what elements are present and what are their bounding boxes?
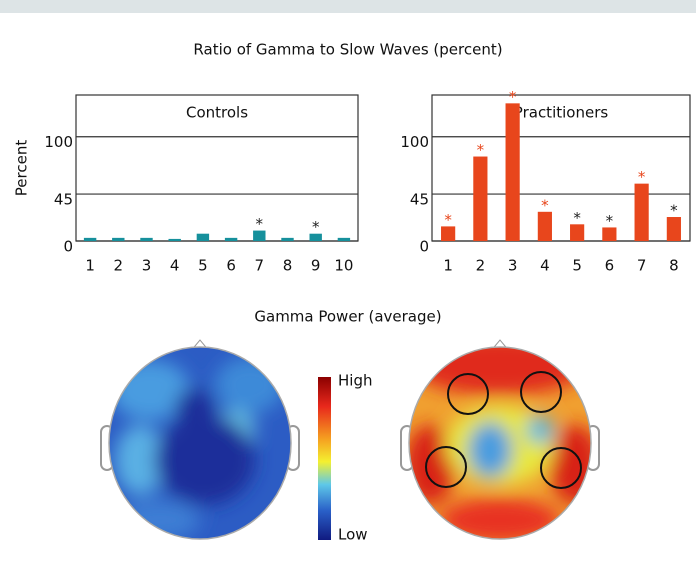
bar <box>441 226 456 241</box>
bar <box>253 230 266 241</box>
bar <box>224 237 238 241</box>
x-tick-label: 2 <box>476 257 486 275</box>
bar <box>309 233 322 241</box>
bar <box>602 227 617 241</box>
map-title: Gamma Power (average) <box>254 308 441 326</box>
x-tick-label: 4 <box>170 257 180 275</box>
significance-marker: * <box>541 196 549 214</box>
x-tick-label: 3 <box>508 257 518 275</box>
significance-marker: * <box>256 215 264 233</box>
x-tick-label: 2 <box>114 257 124 275</box>
x-tick-label: 8 <box>669 257 679 275</box>
x-tick-label: 6 <box>605 257 615 275</box>
x-tick-label: 1 <box>443 257 453 275</box>
bar <box>281 237 294 241</box>
colorbar-low: Low <box>338 526 368 544</box>
x-tick-label: 6 <box>226 257 236 275</box>
bar <box>112 237 125 241</box>
y-tick-label: 0 <box>63 238 73 256</box>
colorbar-high: High <box>338 372 372 390</box>
y-axis-label: Percent <box>13 140 31 197</box>
y-tick-label: 0 <box>419 238 429 256</box>
brain-map-practitioners <box>400 339 600 540</box>
figure-title: Ratio of Gamma to Slow Waves (percent) <box>193 41 502 59</box>
significance-marker: * <box>573 209 581 227</box>
bar <box>634 183 649 241</box>
y-tick-label: 45 <box>410 191 429 209</box>
x-tick-label: 10 <box>334 257 353 275</box>
significance-marker: * <box>670 202 678 220</box>
panel-title: Practitioners <box>514 104 609 122</box>
bar <box>505 103 520 241</box>
x-tick-label: 8 <box>283 257 293 275</box>
bar <box>537 211 552 241</box>
bar <box>570 224 585 241</box>
bar <box>473 156 488 241</box>
x-tick-label: 9 <box>311 257 321 275</box>
significance-marker: * <box>638 168 646 186</box>
significance-marker: * <box>477 141 485 159</box>
x-tick-label: 1 <box>85 257 95 275</box>
x-tick-label: 5 <box>572 257 582 275</box>
x-tick-label: 4 <box>540 257 550 275</box>
bar <box>168 238 181 241</box>
brain-map-controls <box>100 339 300 540</box>
bar <box>196 233 210 241</box>
significance-marker: * <box>606 212 614 230</box>
y-tick-label: 100 <box>400 133 429 151</box>
y-tick-label: 100 <box>44 133 73 151</box>
colorbar <box>318 377 331 540</box>
panel-title: Controls <box>186 104 248 122</box>
significance-marker: * <box>509 88 517 106</box>
x-tick-label: 5 <box>198 257 208 275</box>
x-tick-label: 7 <box>637 257 647 275</box>
bar <box>666 217 681 241</box>
bar <box>337 237 351 241</box>
significance-marker: * <box>444 211 452 229</box>
bar <box>140 237 153 241</box>
significance-marker: * <box>312 218 320 236</box>
bar <box>83 237 97 241</box>
top-band <box>0 0 696 13</box>
x-tick-label: 3 <box>142 257 152 275</box>
y-tick-label: 45 <box>54 191 73 209</box>
x-tick-label: 7 <box>255 257 265 275</box>
